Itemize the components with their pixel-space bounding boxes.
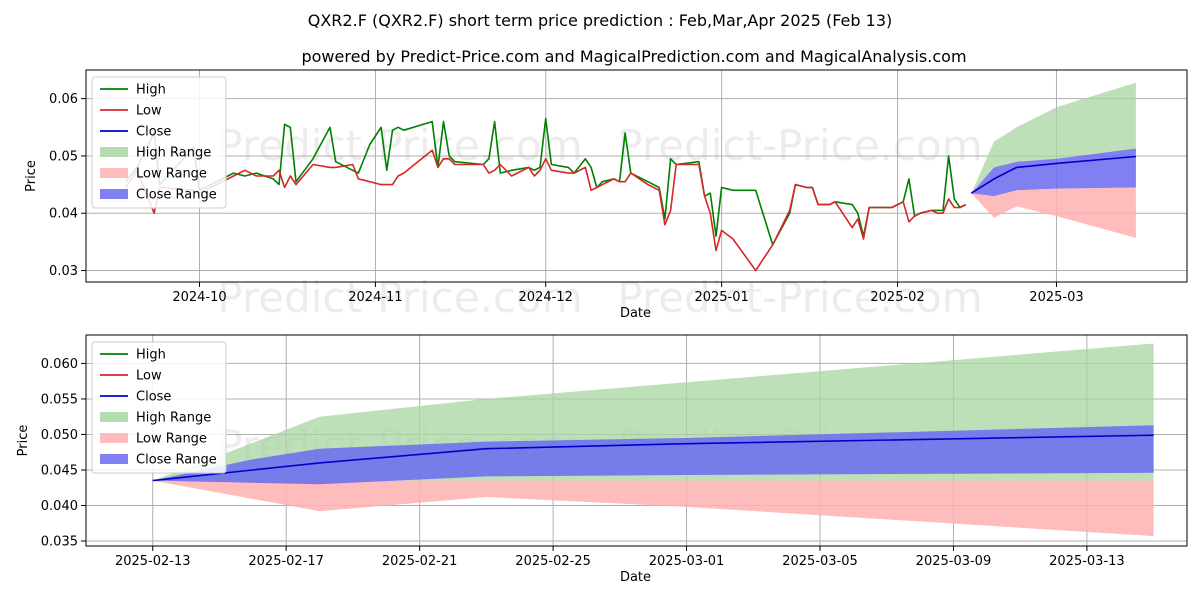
low-series-line [125,149,967,272]
low-range-band [971,187,1136,238]
y-tick-label: 0.06 [49,92,78,107]
close-series-line [152,434,1154,482]
legend-close-label: Close [136,125,171,140]
legend-close-range-label: Close Range [136,188,217,203]
x-tick-label: 2025-03-13 [1049,554,1125,569]
chart-title: QXR2.F (QXR2.F) short term price predict… [308,11,892,30]
x-axis-label: Date [620,570,651,585]
y-tick-label: 0.03 [49,264,78,279]
y-axis-label: Price [24,160,39,192]
legend-low-range-swatch [100,433,128,443]
y-tick-label: 0.060 [41,357,78,372]
x-tick-label: 2025-02-25 [515,554,591,569]
legend-high-range-label: High Range [136,146,211,161]
watermark-text: Predict-Price.com [617,121,982,170]
chart-subtitle: powered by Predict-Price.com and Magical… [301,47,966,66]
y-tick-label: 0.050 [41,428,78,443]
legend-low-label: Low [136,104,162,119]
axes-frame [85,334,1188,547]
x-tick-label: 2025-03-09 [916,554,992,569]
bottom-forecast-chart: Predict-Price.comPredict-Price.com2025-0… [16,334,1188,585]
high-series-line [125,117,967,246]
x-tick-label: 2025-02-17 [248,554,324,569]
watermark-text: Predict-Price.com [617,273,982,322]
x-axis-label: Date [620,306,651,321]
x-tick-label: 2025-02-21 [382,554,458,569]
y-tick-label: 0.05 [49,149,78,164]
legend-close-range-label: Close Range [136,453,217,468]
plot-area [152,343,1154,537]
legend-high-range-swatch [100,147,128,157]
low-range-band [152,480,1154,537]
x-tick-label: 2024-11 [348,290,402,305]
y-tick-label: 0.040 [41,499,78,514]
legend: High Low Close High Range Low Range Close Ran… [91,76,227,209]
legend-close-range-swatch [100,189,128,199]
watermark-text: Predict-Price.com [217,121,582,170]
legend-high-range-label: High Range [136,411,211,426]
x-tick-label: 2025-02-13 [115,554,191,569]
legend-high-label: High [136,83,166,98]
legend-low-range-label: Low Range [136,167,207,182]
x-tick-label: 2024-10 [172,290,226,305]
x-tick-label: 2025-01 [694,290,748,305]
y-tick-label: 0.055 [41,392,78,407]
x-tick-label: 2025-03-05 [782,554,858,569]
x-tick-label: 2025-03 [1029,290,1083,305]
legend-low-label: Low [136,369,162,384]
axes-frame [85,69,1188,283]
y-tick-label: 0.04 [49,207,78,222]
legend-low-range-swatch [100,168,128,178]
x-tick-label: 2024-12 [519,290,573,305]
y-tick-label: 0.035 [41,535,78,550]
legend-close-range-swatch [100,454,128,464]
legend-close-label: Close [136,390,171,405]
legend-high-range-swatch [100,412,128,422]
top-price-chart: Predict-Price.com Predict-Price.com Predic… [24,69,1188,322]
plot-area [125,82,1136,272]
legend: High Low Close High Range Low Range Close Ran… [91,341,227,474]
y-axis-label: Price [16,425,31,457]
y-tick-label: 0.045 [41,463,78,478]
legend-high-label: High [136,348,166,363]
x-tick-label: 2025-02 [870,290,924,305]
high-range-band [971,82,1136,194]
close-series-line [970,155,1136,194]
watermark-text: Predict-Price.com [217,273,582,322]
x-tick-label: 2025-03-01 [649,554,725,569]
legend-low-range-label: Low Range [136,432,207,447]
